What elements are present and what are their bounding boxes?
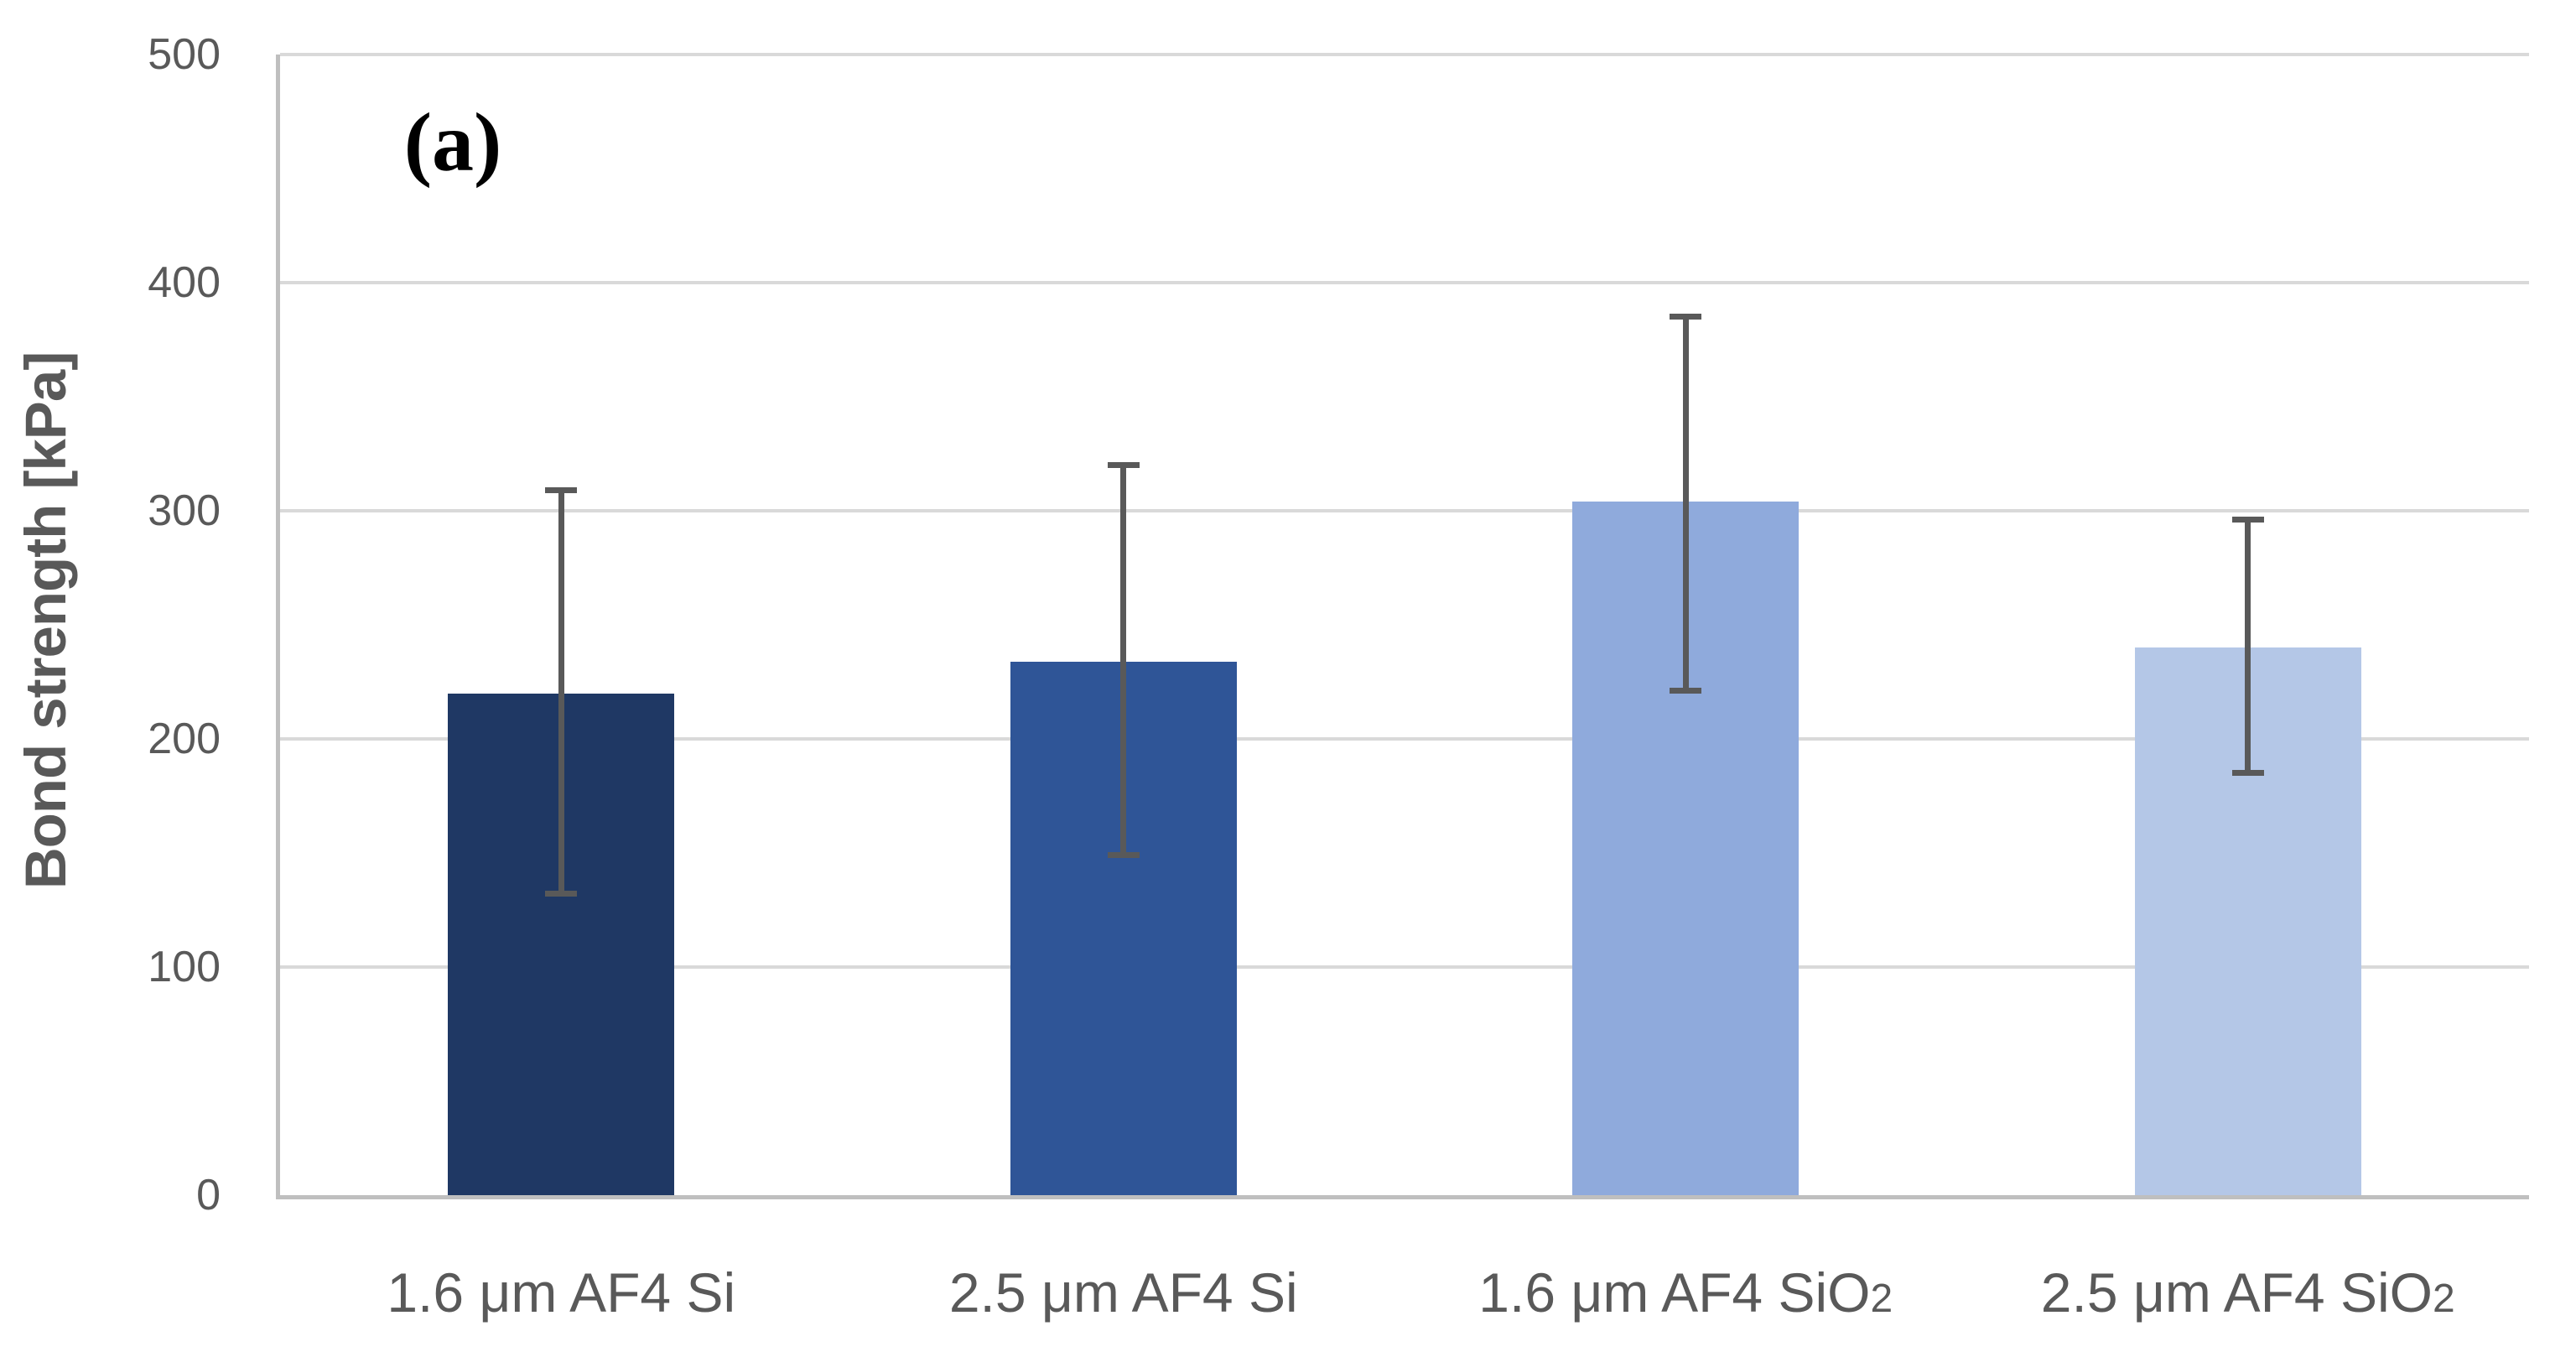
error-bar-line [558, 490, 564, 894]
error-bar-cap [545, 487, 578, 494]
subscript-text: 2 [2433, 1277, 2455, 1321]
error-bar-line [1120, 465, 1127, 855]
x-category-label: 2.5 μm AF4 SiO2 [2040, 1261, 2455, 1323]
error-bar-cap [1107, 852, 1140, 859]
y-tick-label: 500 [148, 30, 221, 79]
gridline [280, 509, 2529, 512]
x-category-label: 1.6 μm AF4 Si [387, 1261, 736, 1323]
gridline [280, 965, 2529, 969]
error-bar-cap [2231, 517, 2264, 523]
error-bar-cap [1670, 314, 1702, 320]
error-bar-line [1682, 316, 1689, 691]
error-bar-cap [1670, 688, 1702, 694]
y-tick-label: 400 [148, 258, 221, 307]
y-tick-label: 300 [148, 486, 221, 535]
y-tick-label: 100 [148, 943, 221, 991]
panel-label: (a) [403, 96, 502, 189]
y-tick-label: 0 [196, 1171, 221, 1219]
gridline [280, 53, 2529, 56]
error-bar-cap [1107, 462, 1140, 469]
gridline [280, 737, 2529, 741]
error-bar-cap [545, 891, 578, 897]
error-bar-cap [2231, 770, 2264, 777]
gridline [280, 281, 2529, 284]
plot-area [276, 53, 2529, 1199]
error-bar-line [2245, 519, 2251, 773]
y-tick-label: 200 [148, 715, 221, 763]
x-category-label: 2.5 μm AF4 Si [948, 1261, 1298, 1323]
subscript-text: 2 [1870, 1277, 1893, 1321]
x-category-label: 1.6 μm AF4 SiO2 [1478, 1261, 1893, 1323]
